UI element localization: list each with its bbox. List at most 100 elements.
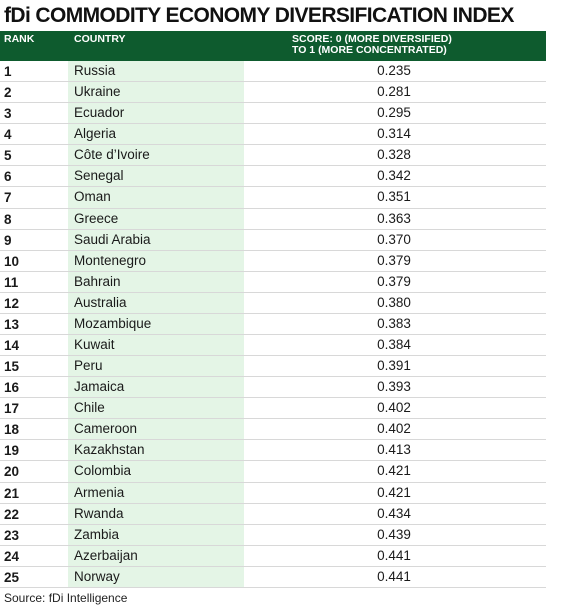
- score-cell: 0.384: [377, 337, 411, 353]
- column-header-score-line2: TO 1 (MORE CONCENTRATED): [292, 44, 447, 56]
- rank-cell: 18: [4, 422, 20, 438]
- table-row: 19 Kazakhstan 0.413: [0, 440, 546, 462]
- score-cell: 0.235: [377, 63, 411, 78]
- rank-cell: 19: [4, 443, 20, 459]
- rank-cell: 17: [4, 401, 20, 417]
- country-cell: Oman: [68, 187, 244, 208]
- score-cell: 0.391: [377, 358, 411, 374]
- rank-cell: 7: [4, 190, 12, 206]
- country-cell: Norway: [68, 566, 244, 587]
- rank-cell: 9: [4, 232, 12, 248]
- table-row: 9 Saudi Arabia 0.370: [0, 229, 546, 251]
- score-cell: 0.380: [377, 294, 411, 310]
- table-body: 1 Russia 0.235 2 Ukraine 0.281 3 Ecuador 0.295 4 A…: [0, 61, 546, 588]
- rank-cell: 22: [4, 506, 20, 522]
- rank-cell: 1: [4, 64, 12, 79]
- score-cell: 0.314: [377, 126, 411, 142]
- score-cell: 0.328: [377, 147, 411, 163]
- rank-cell: 16: [4, 380, 20, 396]
- score-cell: 0.363: [377, 210, 411, 226]
- rank-cell: 5: [4, 148, 12, 164]
- table-row: 11 Bahrain 0.379: [0, 271, 546, 293]
- table-row: 13 Mozambique 0.383: [0, 313, 546, 336]
- rank-cell: 13: [4, 316, 20, 332]
- score-cell: 0.441: [377, 568, 411, 584]
- score-cell: 0.421: [377, 463, 411, 479]
- score-cell: 0.441: [377, 547, 411, 563]
- table-row: 1 Russia 0.235: [0, 61, 546, 83]
- score-cell: 0.379: [377, 252, 411, 268]
- country-cell: Montenegro: [68, 250, 244, 271]
- score-cell: 0.351: [377, 189, 411, 205]
- country-cell: Armenia: [68, 482, 244, 503]
- table-row: 6 Senegal 0.342: [0, 166, 546, 188]
- score-cell: 0.439: [377, 526, 411, 542]
- table-row: 18 Cameroon 0.402: [0, 419, 546, 441]
- rank-cell: 12: [4, 295, 20, 311]
- rank-cell: 4: [4, 127, 12, 143]
- country-cell: Mozambique: [68, 313, 244, 335]
- country-cell: Cameroon: [68, 419, 244, 440]
- table-row: 17 Chile 0.402: [0, 398, 546, 420]
- table-row: 22 Rwanda 0.434: [0, 503, 546, 525]
- country-cell: Ecuador: [68, 103, 244, 124]
- score-cell: 0.295: [377, 105, 411, 121]
- rank-cell: 25: [4, 569, 20, 585]
- score-cell: 0.379: [377, 273, 411, 289]
- score-cell: 0.402: [377, 421, 411, 437]
- column-header-score: SCORE: 0 (MORE DIVERSIFIED) TO 1 (MORE C…: [292, 34, 492, 56]
- country-cell: Azerbaijan: [68, 545, 244, 566]
- country-cell: Kazakhstan: [68, 440, 244, 461]
- table-row: 14 Kuwait 0.384: [0, 335, 546, 357]
- country-cell: Peru: [68, 356, 244, 377]
- rank-cell: 21: [4, 485, 20, 501]
- country-cell: Senegal: [68, 166, 244, 187]
- country-cell: Algeria: [68, 124, 244, 145]
- rank-cell: 3: [4, 106, 12, 122]
- score-cell: 0.434: [377, 505, 411, 521]
- table-row: 10 Montenegro 0.379: [0, 250, 546, 272]
- country-cell: Chile: [68, 398, 244, 419]
- country-cell: Zambia: [68, 524, 244, 545]
- country-cell: Russia: [68, 61, 244, 82]
- column-header-score-line1: SCORE: 0 (MORE DIVERSIFIED): [292, 33, 452, 45]
- rank-cell: 20: [4, 464, 20, 480]
- table-row: 21 Armenia 0.421: [0, 482, 546, 504]
- table-row: 16 Jamaica 0.393: [0, 377, 546, 399]
- table-row: 8 Greece 0.363: [0, 208, 546, 230]
- ranking-table: RANK COUNTRY SCORE: 0 (MORE DIVERSIFIED)…: [0, 31, 546, 588]
- table-header: RANK COUNTRY SCORE: 0 (MORE DIVERSIFIED)…: [0, 31, 546, 61]
- page-title: fDi COMMODITY ECONOMY DIVERSIFICATION IN…: [4, 4, 514, 27]
- table-row: 7 Oman 0.351: [0, 187, 546, 209]
- table-row: 4 Algeria 0.314: [0, 124, 546, 146]
- country-cell: Jamaica: [68, 377, 244, 398]
- score-cell: 0.383: [377, 315, 411, 331]
- table-row: 25 Norway 0.441: [0, 566, 546, 588]
- table-row: 15 Peru 0.391: [0, 356, 546, 378]
- table-row: 24 Azerbaijan 0.441: [0, 545, 546, 567]
- country-cell: Saudi Arabia: [68, 229, 244, 250]
- score-cell: 0.393: [377, 379, 411, 395]
- rank-cell: 23: [4, 527, 20, 543]
- rank-cell: 24: [4, 548, 20, 564]
- rank-cell: 14: [4, 338, 20, 354]
- country-cell: Côte d’Ivoire: [68, 145, 244, 166]
- rank-cell: 2: [4, 85, 12, 101]
- column-header-country: COUNTRY: [74, 33, 126, 45]
- column-header-rank: RANK: [4, 33, 35, 45]
- table-row: 20 Colombia 0.421: [0, 461, 546, 483]
- table-row: 5 Côte d’Ivoire 0.328: [0, 145, 546, 167]
- source-note: Source: fDi Intelligence: [4, 591, 128, 605]
- score-cell: 0.342: [377, 168, 411, 184]
- rank-cell: 10: [4, 253, 20, 269]
- rank-cell: 11: [4, 274, 19, 290]
- table-row: 23 Zambia 0.439: [0, 524, 546, 546]
- rank-cell: 8: [4, 211, 12, 227]
- score-cell: 0.281: [377, 84, 411, 100]
- score-cell: 0.413: [377, 442, 411, 458]
- score-cell: 0.421: [377, 484, 411, 500]
- score-cell: 0.402: [377, 400, 411, 416]
- score-cell: 0.370: [377, 231, 411, 247]
- country-cell: Kuwait: [68, 335, 244, 356]
- table-row: 12 Australia 0.380: [0, 292, 546, 314]
